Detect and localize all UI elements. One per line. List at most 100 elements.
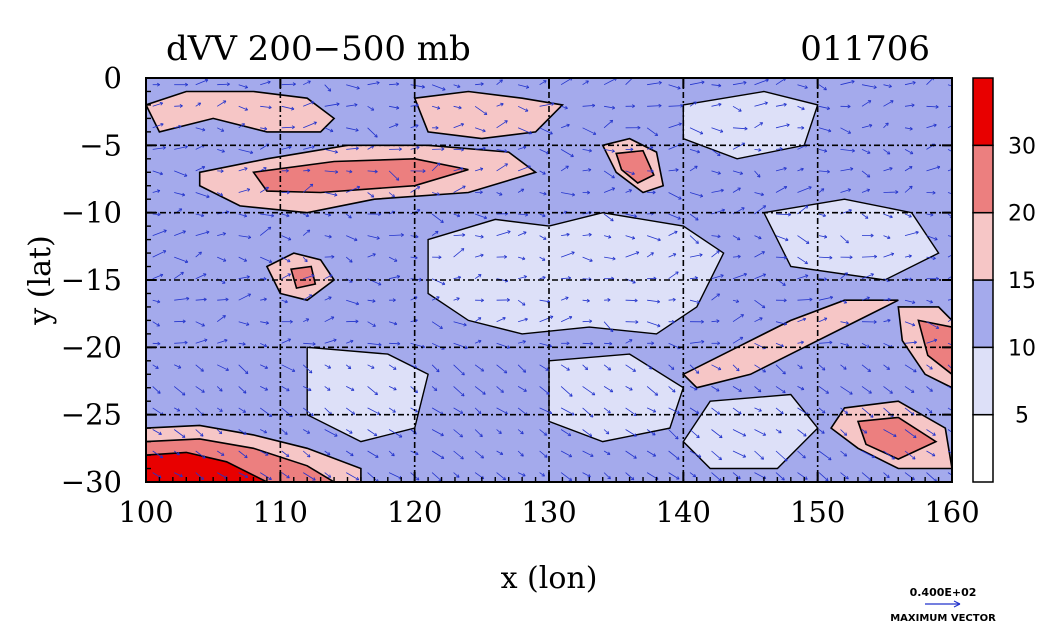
- wind-vector: [281, 126, 295, 129]
- wind-vector-head: [222, 232, 226, 236]
- wind-vector: [818, 278, 827, 280]
- wind-vector: [754, 364, 766, 373]
- wind-vector-head: [376, 81, 380, 85]
- wind-vector-head: [677, 86, 681, 90]
- wind-vector: [732, 256, 741, 258]
- wind-vector-head: [542, 276, 546, 280]
- wind-vector: [711, 293, 720, 301]
- wind-vector: [689, 101, 697, 107]
- wind-vector-head: [502, 317, 506, 321]
- wind-vector-head: [371, 365, 375, 369]
- wind-vector-head: [220, 169, 224, 173]
- wind-vector-head: [268, 259, 273, 263]
- wind-vector: [754, 235, 762, 239]
- wind-vector: [689, 213, 699, 221]
- wind-vector: [173, 271, 184, 280]
- wind-vector-head: [915, 230, 919, 235]
- x-tick-label: 160: [924, 495, 979, 529]
- wind-vector-head: [912, 456, 916, 460]
- wind-vector-head: [801, 125, 805, 130]
- wind-vector: [754, 429, 766, 436]
- wind-vector-head: [870, 233, 874, 238]
- wind-vector: [389, 275, 400, 280]
- wind-vector: [324, 339, 337, 344]
- wind-vector: [775, 213, 791, 216]
- wind-vector-head: [159, 454, 164, 459]
- wind-vector: [926, 364, 933, 370]
- wind-vector: [346, 186, 360, 193]
- wind-vector: [883, 253, 894, 258]
- wind-vector: [367, 145, 374, 150]
- wind-vector-head: [267, 80, 271, 85]
- wind-vector-head: [566, 123, 570, 128]
- wind-vector-head: [498, 430, 502, 434]
- vector-key: 0.400E+02 MAXIMUM VECTOR: [890, 586, 996, 624]
- wind-vector-head: [932, 432, 936, 436]
- wind-vector: [818, 317, 828, 323]
- wind-vector-head: [286, 387, 290, 392]
- wind-vector: [324, 213, 331, 216]
- wind-vector-head: [263, 126, 268, 131]
- wind-vector: [431, 230, 439, 236]
- wind-vector-head: [672, 389, 676, 393]
- wind-vector: [904, 450, 916, 460]
- wind-vector-head: [863, 430, 868, 434]
- wind-vector: [238, 105, 248, 111]
- wind-vector-head: [632, 104, 636, 109]
- gridlines: [146, 78, 952, 482]
- wind-vector: [668, 364, 675, 370]
- wind-vector-head: [350, 339, 354, 344]
- wind-vector-head: [243, 431, 247, 435]
- wind-vector: [410, 296, 418, 301]
- wind-vector: [410, 104, 419, 107]
- wind-vector: [711, 127, 724, 133]
- wind-vector-head: [522, 369, 527, 373]
- wind-vector: [625, 364, 636, 372]
- wind-vector-head: [480, 253, 484, 258]
- wind-vector-head: [956, 121, 959, 124]
- wind-vector: [238, 386, 247, 394]
- wind-vector-head: [718, 456, 722, 461]
- wind-vector: [303, 80, 311, 86]
- wind-vector-head: [307, 80, 311, 84]
- vector-key-value: 0.400E+02: [910, 586, 977, 599]
- wind-vector-head: [523, 231, 527, 235]
- wind-vector-head: [545, 367, 549, 371]
- wind-vector: [367, 342, 382, 346]
- wind-vector-head: [672, 297, 676, 302]
- wind-vector-head: [847, 188, 852, 192]
- wind-vector-head: [570, 153, 574, 158]
- wind-vector-head: [176, 451, 180, 456]
- wind-vector: [152, 386, 161, 394]
- wind-vector-head: [610, 217, 614, 222]
- wind-vector-head: [786, 123, 790, 127]
- wind-vector-head: [525, 85, 530, 89]
- wind-vector-head: [525, 212, 529, 217]
- wind-vector: [217, 472, 228, 479]
- wind-vector-head: [695, 217, 699, 221]
- wind-vector-head: [415, 451, 419, 456]
- wind-vector-head: [482, 128, 486, 133]
- wind-vector: [260, 105, 272, 108]
- wind-vector: [474, 429, 483, 437]
- wind-vector: [517, 256, 526, 260]
- wind-vector-head: [913, 368, 917, 373]
- wind-vector-head: [393, 366, 397, 370]
- wind-vector: [797, 341, 804, 344]
- wind-vector-head: [206, 230, 210, 235]
- wind-vector: [259, 226, 272, 236]
- wind-vector: [302, 407, 314, 417]
- wind-vector-head: [845, 321, 849, 325]
- wind-vector-head: [310, 101, 315, 105]
- wind-vector-head: [328, 234, 332, 239]
- wind-vector: [496, 472, 506, 481]
- wind-vector: [904, 231, 919, 236]
- wind-vector: [775, 407, 784, 415]
- wind-vector-head: [421, 84, 425, 89]
- wind-vector-head: [178, 124, 182, 129]
- wind-vector-head: [457, 84, 461, 88]
- wind-vector: [775, 235, 789, 241]
- wind-vector: [646, 407, 656, 413]
- wind-vector: [797, 299, 813, 301]
- wind-vector-head: [675, 436, 679, 440]
